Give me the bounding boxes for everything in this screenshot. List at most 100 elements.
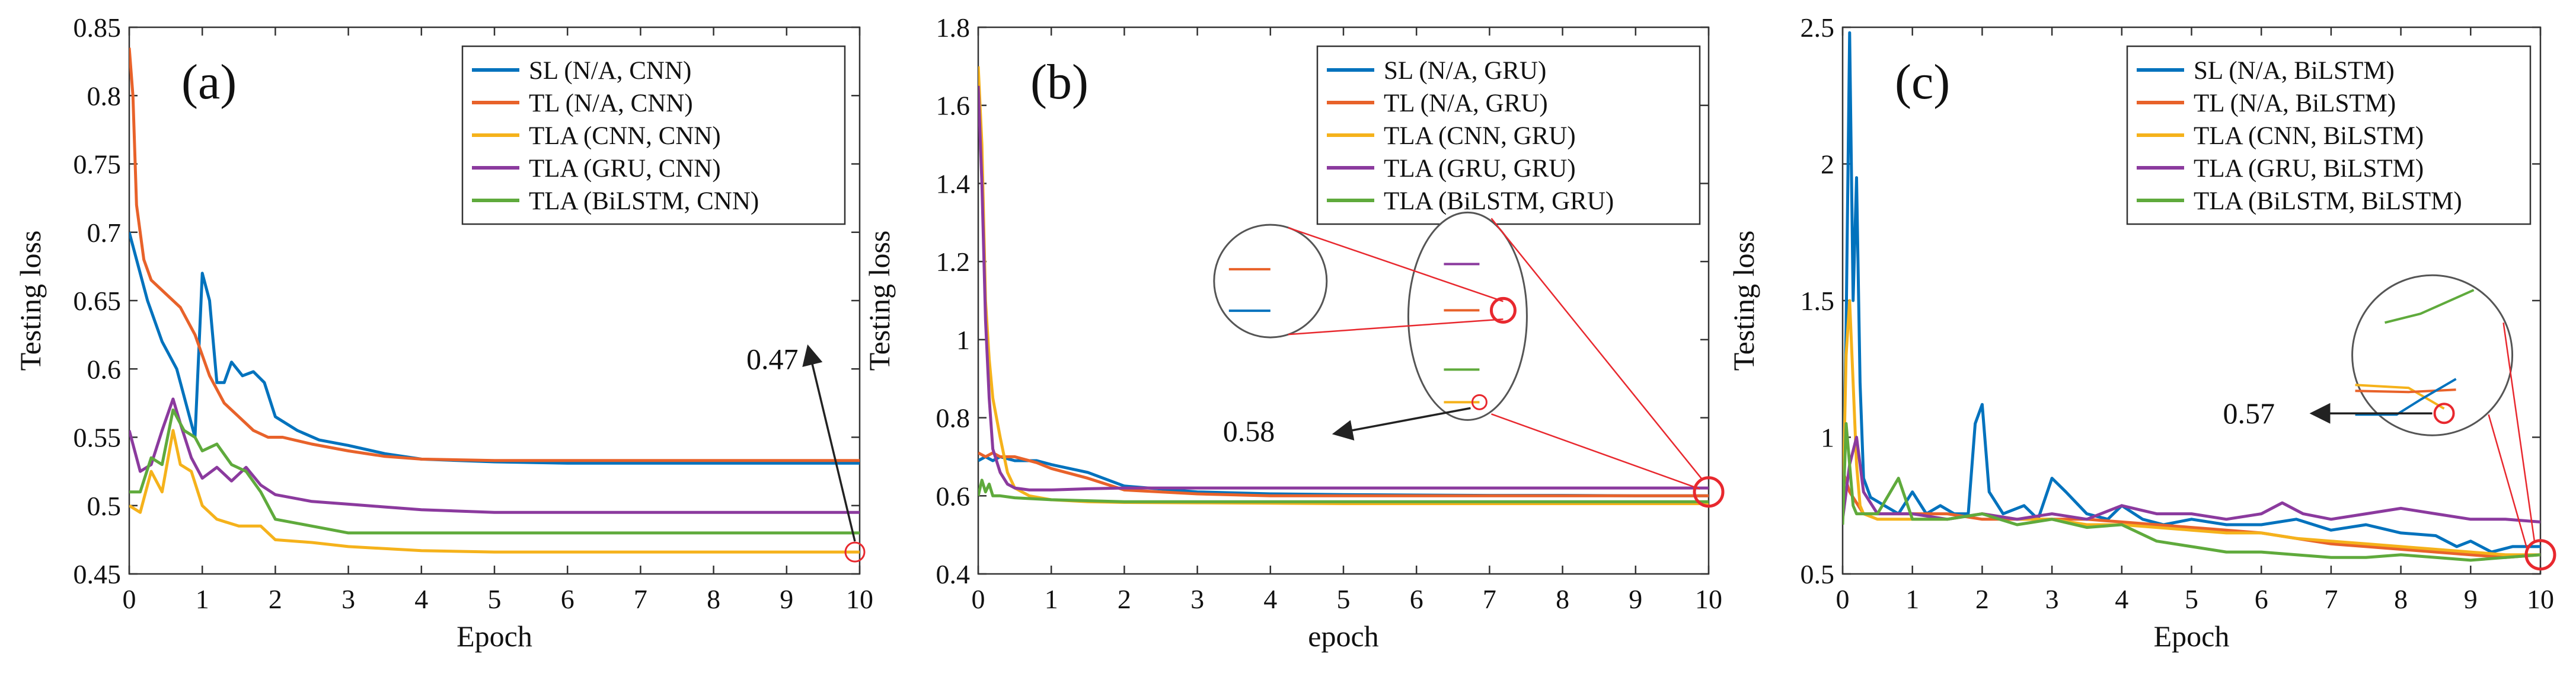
- x-tick-label: 1: [196, 584, 209, 614]
- chart-panel-a: 0 1 2 3 4 5 6 7 8 9 10 0.45 0.5 0.55 0.6 0.65 0.7 0.75 0.8…: [14, 12, 873, 653]
- legend-entry: SL (N/A, GRU): [1384, 57, 1546, 85]
- y-tick-label: 1.2: [936, 247, 971, 277]
- legend-entry: TLA (GRU, CNN): [529, 155, 721, 183]
- y-tick-label: 1.5: [1801, 286, 1835, 316]
- endpoint-marker-circle: [2524, 539, 2556, 571]
- x-tick-label: 1: [1905, 584, 1919, 614]
- x-tick-label: 8: [2394, 584, 2408, 614]
- annotation-group: 0.57: [2223, 274, 2556, 571]
- zoom-marker-circle: [844, 541, 866, 563]
- annotation-arrow: [802, 344, 856, 542]
- x-tick-label: 3: [2045, 584, 2059, 614]
- endpoint-marker-circle: [1693, 476, 1725, 508]
- x-tick-label: 4: [414, 584, 428, 614]
- panel-label: (a): [181, 55, 237, 110]
- chart-panel-b: 0 1 2 3 4 5 6 7 8 9 10 0.4 0.6 0.8 1 1.2 1.4 1.6 1.8 epoch T…: [863, 12, 1725, 653]
- legend-entry: SL (N/A, CNN): [529, 57, 691, 85]
- legend: SL (N/A, BiLSTM) TL (N/A, BiLSTM) TLA (CNN…: [2126, 45, 2532, 225]
- y-tick-label: 2: [1821, 149, 1834, 180]
- x-tick-label: 0: [123, 584, 136, 614]
- y-tick-label: 0.85: [74, 12, 122, 43]
- y-tick-label: 0.5: [1801, 559, 1835, 589]
- y-tick-label: 0.4: [936, 559, 971, 589]
- x-tick-label: 5: [2185, 584, 2198, 614]
- x-tick-label: 2: [1975, 584, 1989, 614]
- y-tick-label: 0.6: [936, 481, 971, 511]
- x-tick-label: 7: [2324, 584, 2338, 614]
- x-tick-label: 0: [1836, 584, 1850, 614]
- series-line-sl: [129, 232, 860, 465]
- series-line-tla-bilstm: [1843, 422, 2540, 562]
- series-group: [978, 66, 1709, 505]
- legend-entry: TLA (GRU, BiLSTM): [2194, 155, 2424, 183]
- y-tick-label: 0.65: [74, 286, 122, 316]
- y-tick-label: 0.8: [936, 403, 971, 433]
- legend-entry: SL (N/A, BiLSTM): [2194, 57, 2395, 85]
- y-axis-label: Testing loss: [863, 231, 896, 371]
- legend-entry: TLA (BiLSTM, CNN): [529, 187, 759, 215]
- x-tick-label: 0: [972, 584, 985, 614]
- zoom-marker-circle: [1489, 296, 1517, 324]
- series-line-tl: [129, 47, 860, 462]
- x-tick-label: 7: [1483, 584, 1496, 614]
- series-line-tla-bilstm: [978, 478, 1709, 503]
- y-axis-label: Testing loss: [1727, 231, 1760, 371]
- legend-entry: TLA (BiLSTM, GRU): [1384, 187, 1614, 215]
- legend-entry: TLA (BiLSTM, BiLSTM): [2194, 187, 2462, 215]
- y-tick-label: 0.75: [74, 149, 122, 180]
- legend-entry: TL (N/A, GRU): [1384, 90, 1548, 117]
- x-tick-label: 9: [2464, 584, 2478, 614]
- y-tick-label: 0.55: [74, 423, 122, 453]
- x-tick-label: 5: [488, 584, 502, 614]
- x-tick-label: 10: [2527, 584, 2554, 614]
- x-tick-label: 6: [1410, 584, 1423, 614]
- series-line-tla-cnn: [129, 429, 860, 554]
- series-group: [129, 47, 860, 554]
- y-tick-label: 1: [956, 325, 970, 355]
- y-tick-label: 1: [1821, 423, 1834, 453]
- legend-entry: TLA (CNN, GRU): [1384, 122, 1576, 150]
- x-tick-label: 9: [1629, 584, 1642, 614]
- annotation-value: 0.58: [1223, 414, 1275, 448]
- series-line-tla-cnn: [1843, 299, 2540, 557]
- x-tick-label: 4: [1263, 584, 1277, 614]
- y-tick-label: 0.6: [87, 354, 122, 384]
- x-tick-label: 4: [2115, 584, 2128, 614]
- zoom-circle-small: [1213, 224, 1328, 339]
- annotation-value: 0.57: [2223, 397, 2275, 430]
- x-axis-label: Epoch: [2154, 620, 2230, 653]
- legend: SL (N/A, GRU) TL (N/A, GRU) TLA (CNN, GRU)…: [1316, 45, 1701, 225]
- series-group: [1843, 31, 2540, 562]
- annotation-group: 0.58: [1213, 211, 1725, 508]
- x-tick-label: 3: [341, 584, 355, 614]
- y-tick-label: 0.45: [74, 559, 122, 589]
- x-tick-label: 6: [561, 584, 574, 614]
- series-line-tl: [978, 451, 1709, 497]
- panel-label: (c): [1895, 55, 1950, 110]
- zoom-ellipse: [1407, 211, 1528, 421]
- x-axis-label: Epoch: [457, 620, 532, 653]
- x-tick-label: 9: [780, 584, 793, 614]
- legend-entry: TLA (CNN, BiLSTM): [2194, 122, 2424, 150]
- x-tick-label: 3: [1190, 584, 1204, 614]
- legend-entry: TL (N/A, BiLSTM): [2194, 90, 2396, 117]
- x-tick-label: 10: [1695, 584, 1722, 614]
- legend-entry: TLA (GRU, GRU): [1384, 155, 1576, 183]
- y-tick-label: 1.4: [936, 168, 971, 199]
- x-tick-label: 2: [1118, 584, 1131, 614]
- x-tick-label: 5: [1337, 584, 1351, 614]
- legend-entry: TLA (CNN, CNN): [529, 122, 721, 150]
- legend-entry: TL (N/A, CNN): [529, 90, 693, 117]
- series-line-tla-gru: [129, 397, 860, 514]
- y-tick-label: 0.8: [87, 81, 122, 111]
- annotation-value: 0.47: [746, 342, 799, 375]
- y-tick-label: 1.6: [936, 91, 971, 121]
- x-tick-label: 2: [269, 584, 282, 614]
- panel-label: (b): [1030, 55, 1089, 110]
- x-tick-label: 8: [1556, 584, 1569, 614]
- zoom-circle: [2351, 274, 2514, 436]
- x-tick-label: 7: [634, 584, 647, 614]
- series-line-tla-bilstm: [129, 408, 860, 535]
- y-tick-label: 0.7: [87, 218, 122, 248]
